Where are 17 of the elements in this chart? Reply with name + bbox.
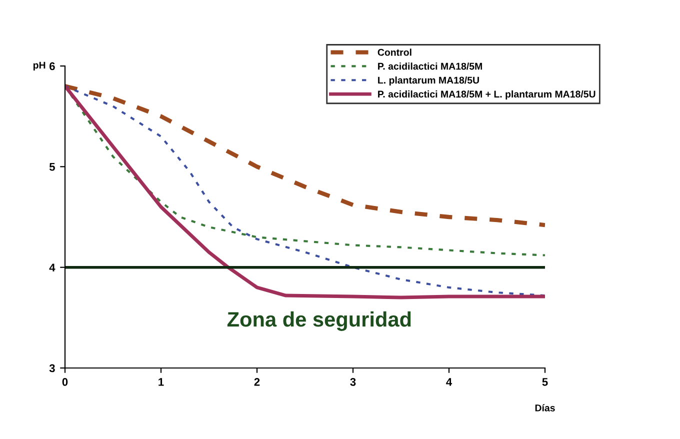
legend-label: Control [378,48,412,56]
annotation: Zona de seguridad [227,311,411,331]
x-tick-label: 2 [254,378,260,386]
y-tick-label: 5 [49,163,55,171]
legend-label: P. acidilactici MA18/5M + L. plantarum MA18/5U [378,90,596,100]
x-tick-label: 1 [158,378,164,386]
x-tick-label: 3 [350,378,356,386]
y-axis-title: pH [33,62,46,71]
legend-label: L. plantarum MA18/5U [378,76,479,86]
x-tick-label: 5 [542,378,548,386]
x-tick-label: 4 [446,378,452,386]
y-tick-label: 4 [49,264,56,272]
y-tick-label: 3 [49,364,55,372]
x-axis-title: Días [535,404,555,412]
y-tick-label: 6 [50,62,55,70]
x-tick-label: 0 [62,378,68,386]
legend-label: P. acidilactici MA18/5M [378,62,482,70]
